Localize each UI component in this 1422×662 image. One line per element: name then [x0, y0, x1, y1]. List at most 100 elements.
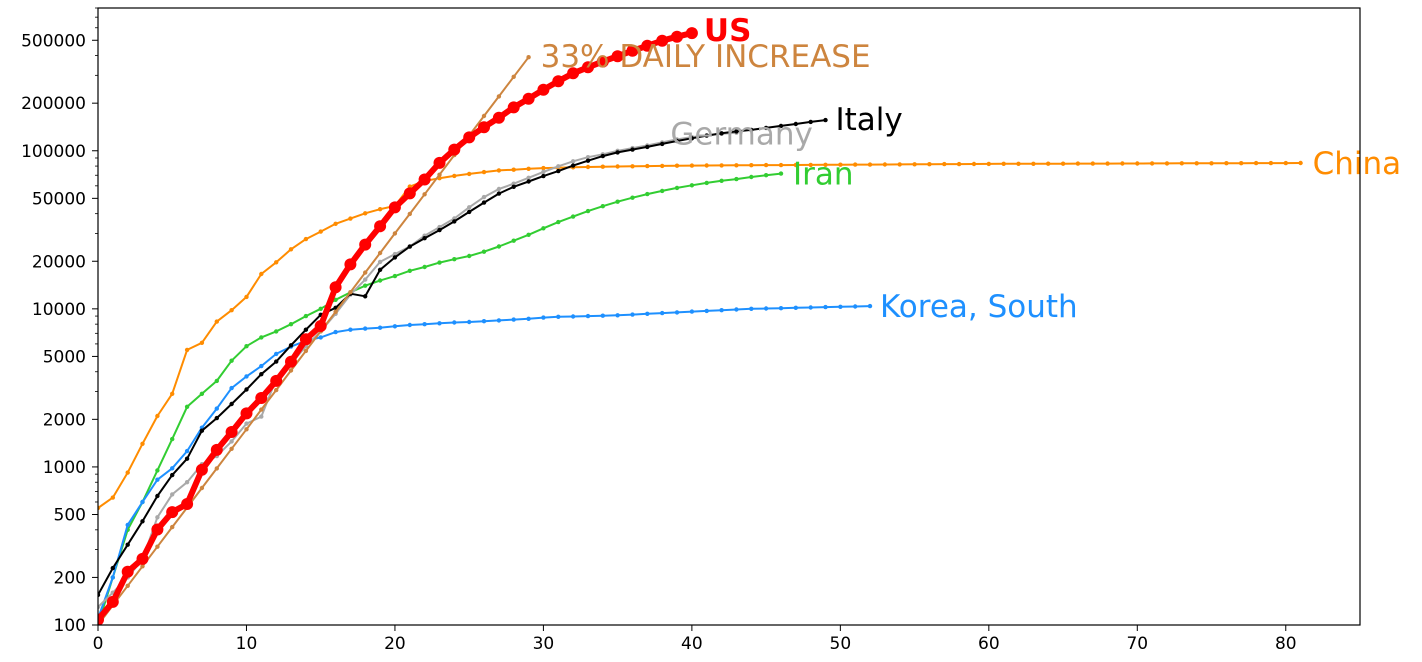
y-tick-label: 100 — [54, 616, 86, 636]
series-line-china — [98, 162, 1302, 509]
point-korea-south-8 — [214, 406, 219, 411]
point-italy-14 — [303, 327, 309, 332]
point-italy-41 — [704, 133, 709, 138]
point-iran-31 — [556, 219, 561, 225]
point-korea-south-6 — [184, 448, 190, 454]
point-germany-26 — [481, 194, 487, 200]
point-korea-south-30 — [541, 315, 546, 320]
point-us-26 — [478, 121, 490, 134]
point-china-19 — [377, 207, 383, 212]
point-korea-south-18 — [363, 326, 368, 331]
point-33-daily-increase-7 — [199, 485, 205, 491]
point-korea-south-46 — [778, 306, 784, 311]
point-iran-11 — [259, 335, 264, 340]
point-italy-39 — [674, 138, 680, 144]
point-italy-47 — [793, 121, 798, 127]
point-iran-21 — [407, 268, 412, 273]
point-33-daily-increase-8 — [214, 466, 219, 471]
point-us-6 — [181, 498, 194, 510]
point-us-14 — [299, 333, 312, 346]
point-korea-south-27 — [496, 318, 502, 323]
point-germany-31 — [556, 164, 561, 169]
point-italy-46 — [778, 123, 784, 129]
point-us-29 — [522, 92, 535, 105]
point-germany-10 — [244, 421, 249, 426]
point-iran-27 — [496, 244, 502, 249]
point-china-43 — [734, 163, 739, 168]
point-iran-25 — [467, 253, 472, 259]
point-italy-11 — [259, 372, 264, 377]
point-china-51 — [853, 162, 858, 167]
point-china-50 — [838, 162, 843, 167]
point-italy-8 — [214, 415, 219, 421]
point-china-34 — [600, 164, 605, 169]
point-italy-5 — [170, 472, 175, 478]
point-33-daily-increase-14 — [303, 348, 309, 354]
point-iran-42 — [719, 178, 724, 183]
point-italy-13 — [288, 343, 294, 348]
point-germany-28 — [511, 181, 516, 186]
point-korea-south-51 — [853, 304, 858, 309]
point-germany-25 — [467, 205, 472, 210]
point-china-60 — [986, 161, 991, 167]
point-italy-37 — [645, 144, 650, 150]
point-iran-37 — [645, 191, 650, 197]
point-korea-south-38 — [660, 310, 665, 316]
point-33-daily-increase-27 — [496, 94, 502, 99]
y-tick-label: 200000 — [21, 94, 86, 114]
point-china-63 — [1031, 161, 1036, 166]
point-korea-south-9 — [229, 385, 234, 391]
point-china-28 — [511, 167, 516, 172]
x-tick-label: 20 — [384, 634, 406, 654]
point-germany-33 — [585, 155, 591, 160]
point-germany-9 — [229, 439, 234, 444]
point-china-7 — [199, 340, 205, 345]
point-korea-south-10 — [244, 374, 249, 379]
point-us-28 — [507, 101, 520, 114]
y-tick-label: 500 — [54, 506, 86, 526]
point-italy-21 — [407, 244, 412, 249]
point-us-5 — [166, 506, 179, 519]
point-china-54 — [897, 162, 902, 167]
series-line-italy — [98, 119, 827, 596]
point-china-74 — [1194, 161, 1199, 166]
point-china-33 — [585, 164, 591, 170]
point-33-daily-increase-23 — [437, 172, 442, 177]
point-iran-7 — [199, 391, 205, 396]
series-us — [98, 27, 698, 625]
point-iran-34 — [600, 204, 605, 209]
point-italy-43 — [734, 129, 739, 134]
point-iran-33 — [585, 208, 591, 214]
point-us-7 — [195, 463, 208, 476]
point-iran-45 — [763, 173, 769, 178]
point-us-27 — [492, 111, 505, 124]
point-iran-36 — [630, 195, 635, 200]
point-china-3 — [140, 441, 145, 446]
point-iran-14 — [303, 313, 309, 319]
point-korea-south-25 — [467, 319, 472, 325]
point-korea-south-16 — [333, 329, 338, 335]
series-label-italy: Italy — [836, 102, 903, 138]
point-us-22 — [418, 173, 431, 186]
point-iran-13 — [288, 322, 294, 327]
point-china-72 — [1164, 161, 1170, 166]
point-china-1 — [110, 495, 116, 500]
point-italy-30 — [541, 173, 546, 179]
point-us-20 — [388, 201, 401, 214]
point-iran-28 — [511, 238, 516, 243]
point-italy-31 — [556, 168, 561, 174]
point-china-37 — [645, 163, 650, 169]
point-china-9 — [229, 308, 234, 313]
y-tick-label: 10000 — [32, 300, 86, 320]
point-us-12 — [270, 374, 283, 387]
point-china-55 — [912, 162, 917, 167]
point-iran-6 — [184, 404, 190, 409]
x-tick-label: 60 — [978, 634, 1000, 654]
point-china-6 — [184, 347, 190, 353]
point-iran-32 — [570, 214, 576, 219]
series-label-us: US — [704, 13, 752, 49]
y-tick-label: 50000 — [32, 189, 86, 209]
point-italy-44 — [749, 127, 754, 133]
point-italy-10 — [244, 387, 249, 392]
point-us-1 — [106, 595, 119, 608]
